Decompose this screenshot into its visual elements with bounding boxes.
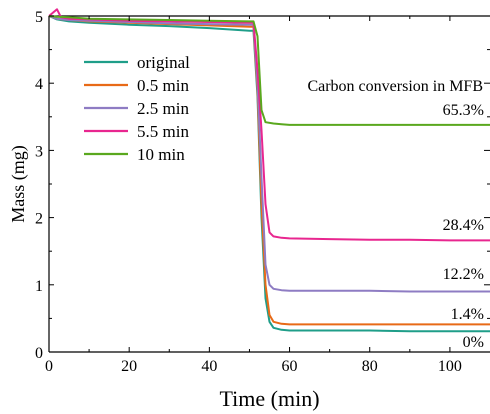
annotation-title: Carbon conversion in MFB xyxy=(307,78,483,95)
legend-label: 5.5 min xyxy=(137,122,189,141)
x-tick-label: 80 xyxy=(362,358,378,375)
y-tick-label: 0 xyxy=(35,345,43,362)
y-tick-label: 3 xyxy=(35,143,43,160)
y-tick-label: 5 xyxy=(35,9,43,26)
conversion-label: 1.4% xyxy=(451,306,484,323)
x-axis-title: Time (min) xyxy=(219,386,319,411)
x-tick-label: 60 xyxy=(282,358,298,375)
series-line-5-5-min xyxy=(48,8,490,242)
y-tick-label: 4 xyxy=(35,76,43,93)
ticks-layer: 0 20 40 60 80 100 0 1 2 3 4 5 xyxy=(35,9,490,375)
conversion-label: 0% xyxy=(463,334,484,351)
x-tick-label: 0 xyxy=(45,358,53,375)
plot-frame xyxy=(48,15,490,353)
legend-label: 2.5 min xyxy=(137,99,189,118)
conversion-label: 12.2% xyxy=(443,266,484,283)
annotations: Carbon conversion in MFB 0% 1.4% 12.2% 28.4%… xyxy=(307,78,484,351)
x-tick-label: 100 xyxy=(438,358,462,375)
series-layer xyxy=(48,8,490,333)
y-tick-label: 2 xyxy=(35,211,43,228)
conversion-label: 28.4% xyxy=(443,217,484,234)
legend-label: 0.5 min xyxy=(137,76,189,95)
x-tick-label: 40 xyxy=(201,358,217,375)
x-tick-label: 20 xyxy=(121,358,137,375)
series-line-2-5-min xyxy=(48,15,490,293)
y-tick-label: 1 xyxy=(35,278,43,295)
conversion-label: 65.3% xyxy=(443,102,484,119)
y-axis-title: Mass (mg) xyxy=(8,145,29,223)
series-line-10-min xyxy=(48,15,490,126)
legend: original 0.5 min 2.5 min 5.5 min 10 min xyxy=(84,53,190,164)
legend-label: 10 min xyxy=(137,145,185,164)
legend-label: original xyxy=(137,53,190,72)
